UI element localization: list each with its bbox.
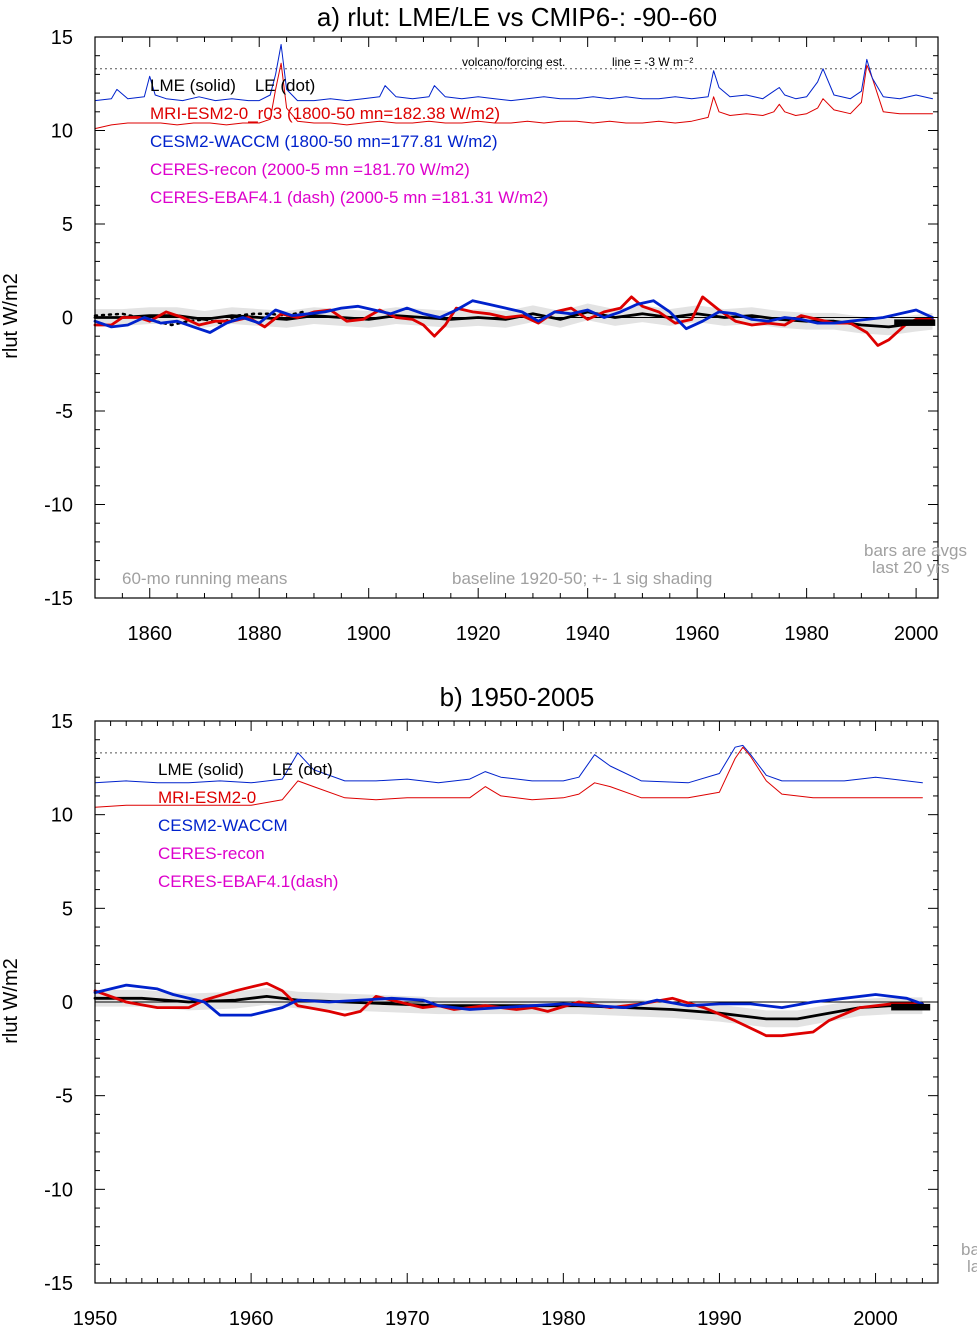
- legend-entry: CESM2-WACCM: [158, 816, 288, 835]
- legend-entry: LME (solid) LE (dot): [150, 76, 315, 95]
- panel-b-series-lines: [93, 744, 924, 1038]
- y-tick-label: 10: [51, 805, 73, 827]
- series-line-cesm2-waccm-anomaly: [93, 983, 924, 1017]
- y-tick-label: 0: [62, 308, 73, 330]
- x-tick-label: 1950: [73, 1308, 118, 1325]
- x-tick-label: 1980: [541, 1308, 586, 1325]
- legend-entry: CERES-EBAF4.1 (dash) (2000-5 mn =181.31 …: [150, 188, 548, 207]
- y-tick-label: 5: [62, 898, 73, 920]
- legend-entry: CERES-EBAF4.1(dash): [158, 872, 338, 891]
- y-tick-label: 15: [51, 711, 73, 733]
- end-avg-bar: [891, 1003, 931, 1011]
- x-tick-label: 1990: [697, 1308, 742, 1325]
- x-tick-label: 1960: [229, 1308, 274, 1325]
- end-avg-bar: [894, 319, 936, 326]
- panel-a-series-lines: [93, 44, 934, 347]
- panel-b-forcing-reference-line: [95, 752, 938, 1003]
- panel-a-bars-note-1: bars are avgs: [864, 541, 967, 560]
- panel-a-title: a) rlut: LME/LE vs CMIP6-: -90--60: [317, 2, 717, 32]
- series-line-cesm2-waccm-forcing: [94, 744, 923, 784]
- y-tick-label: 10: [51, 121, 73, 143]
- x-tick-label: 2000: [894, 623, 939, 645]
- y-tick-label: 15: [51, 27, 73, 49]
- panel-a-axes: 15 10 5 0 -5 -10 -15 1860 1880 1900 1920 1940 1960 19…: [44, 27, 939, 645]
- panel-a-baseline-note: baseline 1920-50; +- 1 sig shading: [452, 569, 712, 588]
- legend-entry: MRI-ESM2-0: [158, 788, 256, 807]
- y-tick-label: 5: [62, 214, 73, 236]
- y-tick-label: -15: [44, 1273, 73, 1295]
- panel-a-forcing-line-label: line = -3 W m⁻²: [612, 55, 693, 69]
- legend-entry: CERES-recon (2000-5 mn =181.70 W/m2): [150, 160, 470, 179]
- x-tick-label: 1900: [346, 623, 391, 645]
- x-tick-label: 1960: [675, 623, 720, 645]
- series-line-mri-esm2-0-anomaly: [93, 981, 924, 1038]
- panel-a-running-mean-note: 60-mo running means: [122, 569, 287, 588]
- panel-a-bars-note-2: last 20 yrs: [872, 558, 949, 577]
- panel-a-ylabel: rlut W/m2: [0, 273, 22, 359]
- x-tick-label: 1920: [456, 623, 501, 645]
- y-tick-label: -15: [44, 588, 73, 610]
- panel-b-title: b) 1950-2005: [440, 682, 595, 712]
- panel-b: b) 1950-2005 rlut W/m2 15 10 5 0 -5 -10 -15195…: [0, 682, 977, 1325]
- legend-entry: LME (solid) LE (dot): [158, 760, 333, 779]
- y-tick-label: 0: [62, 992, 73, 1014]
- legend-entry: CESM2-WACCM (1800-50 mn=177.81 W/m2): [150, 132, 498, 151]
- panel-b-bars-note-2: la: [967, 1257, 977, 1276]
- panel-b-ylabel: rlut W/m2: [0, 958, 22, 1044]
- x-tick-label: 1880: [237, 623, 282, 645]
- series-line-cesm2-waccm-forcing: [94, 44, 933, 102]
- x-tick-label: 1980: [784, 623, 829, 645]
- x-tick-label: 1860: [127, 623, 172, 645]
- x-tick-label: 1970: [385, 1308, 430, 1325]
- y-tick-label: -5: [55, 401, 73, 423]
- x-tick-label: 1940: [565, 623, 610, 645]
- series-line-mri-esm2-0-r03-forcing: [94, 62, 933, 130]
- panel-a-end-bars: [894, 319, 936, 326]
- panel-a: a) rlut: LME/LE vs CMIP6-: -90--60 rlut …: [0, 2, 967, 645]
- y-tick-label: -5: [55, 1086, 73, 1108]
- panel-b-bars-note-1: ba: [961, 1240, 977, 1259]
- legend-entry: CERES-recon: [158, 844, 265, 863]
- y-tick-label: -10: [44, 1179, 73, 1201]
- y-tick-label: -10: [44, 495, 73, 517]
- panel-a-legend: LME (solid) LE (dot) MRI-ESM2-0_r03 (180…: [150, 76, 548, 207]
- series-line-cesm2-waccm-anomaly: [93, 299, 934, 334]
- panel-b-end-bars: [891, 1003, 931, 1011]
- series-line-mri-esm2-0-forcing: [94, 746, 923, 808]
- panel-b-legend: LME (solid) LE (dot) MRI-ESM2-0 CESM2-WA…: [158, 760, 338, 891]
- panel-a-forcing-label: volcano/forcing est.: [462, 55, 565, 69]
- x-tick-label: 2000: [853, 1308, 898, 1325]
- legend-entry: MRI-ESM2-0_r03 (1800-50 mn=182.38 W/m2): [150, 104, 500, 123]
